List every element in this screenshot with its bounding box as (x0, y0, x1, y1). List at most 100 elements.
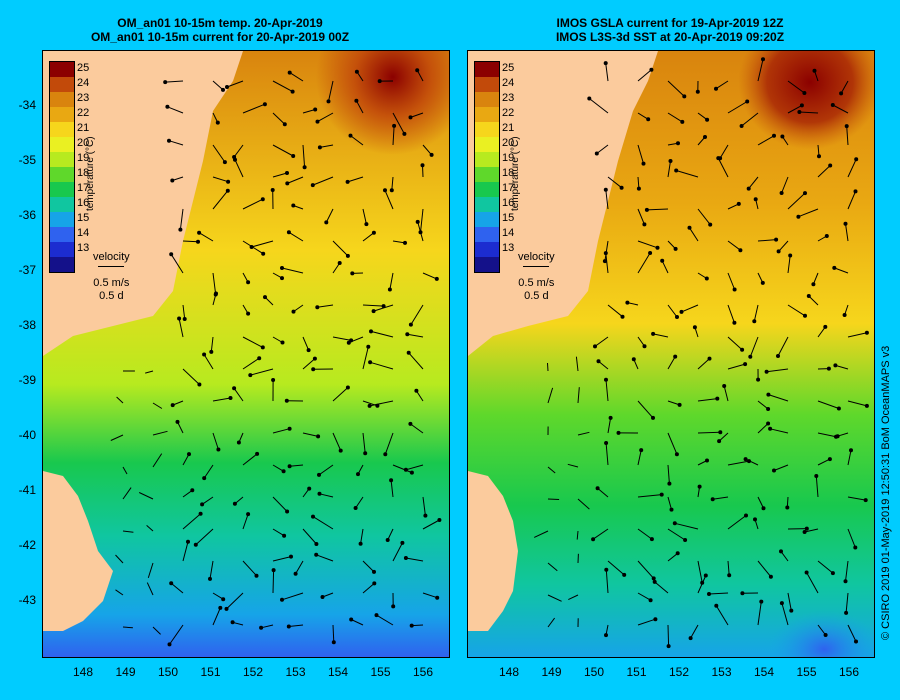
current-arrow-shaft (605, 189, 609, 210)
longitude-tick-label: 150 (583, 665, 605, 679)
current-arrow-head (812, 68, 817, 73)
current-arrow-head (703, 573, 708, 578)
colorbar-segment (475, 182, 499, 197)
current-arrow-head (743, 362, 748, 367)
current-arrow-shaft (317, 112, 334, 123)
current-arrow-head (338, 448, 343, 453)
current-arrow-head (811, 282, 816, 287)
current-arrow-head (839, 91, 844, 96)
current-arrow-shaft (667, 356, 676, 370)
current-arrow-head (377, 79, 382, 84)
current-arrow-head (197, 230, 202, 235)
current-arrow-head (710, 497, 715, 502)
current-arrow-head (774, 237, 779, 242)
colorbar-segment (475, 257, 499, 272)
current-arrow-shaft (817, 326, 826, 338)
colorbar-tick-label: 22 (502, 107, 515, 119)
current-arrow-shaft (547, 594, 562, 602)
current-arrow-head (281, 469, 286, 474)
current-arrow-head (649, 67, 654, 72)
colorbar-labels: 25 24 23 22 21 20 19 18 17 16 15 14 13 (77, 61, 105, 256)
current-arrow-head (285, 181, 290, 186)
current-arrow-shaft (661, 260, 669, 274)
current-arrow-head (718, 430, 723, 435)
current-arrow-head (832, 265, 837, 270)
current-arrow-shaft (369, 400, 394, 407)
current-arrow-head (830, 571, 835, 576)
current-arrow-head (759, 599, 764, 604)
current-arrow-shaft (392, 125, 395, 146)
current-arrow-shaft (667, 432, 678, 455)
current-arrow-shaft (203, 354, 214, 370)
current-arrow-shaft (177, 421, 184, 434)
current-arrow-shaft (319, 144, 334, 148)
current-arrow-shaft (697, 560, 703, 583)
current-arrow-shaft (422, 592, 438, 599)
latitude-tick-label: -39 (18, 373, 36, 387)
current-arrow-shaft (667, 80, 685, 97)
current-arrow-shaft (212, 397, 231, 402)
current-arrow-head (823, 324, 828, 329)
current-arrow-head (260, 197, 265, 202)
current-arrow-head (864, 330, 869, 335)
current-arrow-shaft (242, 513, 249, 530)
current-arrow-head (753, 517, 757, 522)
current-arrow-head (216, 447, 221, 452)
current-arrow-shaft (637, 560, 655, 579)
current-arrow-shaft (152, 626, 161, 635)
current-arrow-head (286, 624, 291, 629)
current-arrow-shaft (798, 208, 819, 218)
current-arrow-shaft (387, 528, 394, 541)
colorbar-tick-label: 13 (77, 242, 90, 254)
colorbar-segment (475, 77, 499, 92)
current-arrow-shaft (723, 385, 729, 402)
current-arrow-head (652, 579, 657, 584)
current-arrow-head (170, 403, 175, 408)
current-arrow-head (354, 98, 359, 103)
current-arrow-shaft (251, 240, 274, 248)
current-arrow-head (366, 344, 371, 349)
current-arrow-shaft (212, 272, 217, 295)
current-arrow-head (674, 452, 679, 457)
current-arrow-head (743, 457, 748, 462)
current-arrow-head (596, 359, 601, 364)
current-arrow-shaft (607, 560, 625, 576)
current-arrow-head (659, 492, 664, 497)
colorbar-title: temperature (°C) (510, 136, 521, 211)
current-arrow-head (714, 603, 719, 608)
current-arrow-shaft (674, 522, 699, 530)
current-arrow-shaft (787, 80, 805, 94)
current-arrow-shaft (812, 272, 819, 285)
current-arrow-head (348, 133, 353, 138)
current-arrow-head (402, 131, 407, 136)
current-arrow-shaft (787, 192, 806, 210)
current-arrow-head (714, 86, 718, 91)
current-arrow-shaft (122, 487, 132, 500)
colorbar-labels: 25 24 23 22 21 20 19 18 17 16 15 14 13 (502, 61, 530, 256)
current-arrow-shaft (410, 423, 424, 434)
current-arrow-shaft (384, 190, 394, 210)
current-arrow-shaft (272, 428, 290, 434)
current-arrow-head (603, 61, 608, 66)
current-arrow-shaft (757, 423, 769, 434)
current-arrow-head (849, 448, 853, 453)
current-arrow-head (854, 639, 858, 644)
colorbar-segment (50, 227, 74, 242)
current-arrow-head (314, 552, 319, 557)
current-arrow-shaft (332, 432, 342, 451)
current-arrows (110, 68, 442, 647)
current-arrow-head (622, 572, 627, 577)
current-arrow-head (208, 576, 212, 581)
current-arrow-head (752, 319, 757, 324)
warm-eddy-region (193, 51, 449, 311)
current-arrow-shaft (212, 607, 221, 626)
current-arrow-shaft (288, 624, 304, 627)
current-arrow-shaft (757, 560, 772, 578)
current-arrow-shaft (182, 541, 189, 562)
current-arrow-head (385, 538, 390, 542)
current-arrow-shaft (577, 387, 580, 404)
velocity-arrow-icon (98, 266, 125, 275)
current-arrow-head (354, 69, 359, 74)
current-arrow-head (196, 239, 200, 244)
current-arrow-head (317, 145, 322, 150)
